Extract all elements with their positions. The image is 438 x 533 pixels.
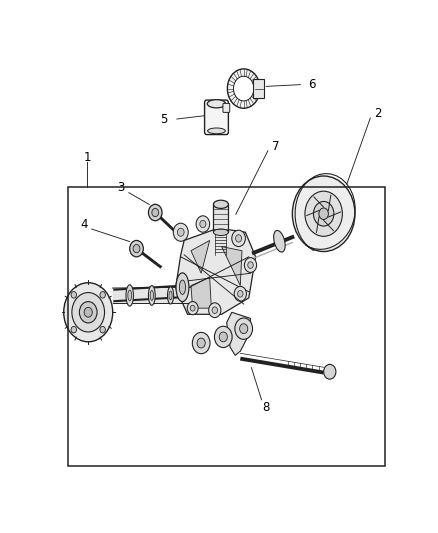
Text: 1: 1 bbox=[83, 151, 91, 164]
Circle shape bbox=[313, 201, 333, 226]
Circle shape bbox=[231, 230, 245, 247]
Text: 2: 2 bbox=[374, 107, 381, 120]
Circle shape bbox=[233, 286, 246, 301]
Text: 4: 4 bbox=[80, 219, 87, 231]
Ellipse shape bbox=[213, 200, 228, 208]
Circle shape bbox=[304, 191, 342, 236]
Circle shape bbox=[212, 307, 217, 313]
Ellipse shape bbox=[169, 291, 172, 300]
FancyBboxPatch shape bbox=[223, 103, 229, 112]
Circle shape bbox=[100, 292, 105, 298]
Circle shape bbox=[187, 302, 198, 314]
Polygon shape bbox=[226, 312, 250, 356]
Circle shape bbox=[208, 303, 220, 318]
Circle shape bbox=[72, 293, 104, 332]
Circle shape bbox=[239, 324, 247, 334]
Ellipse shape bbox=[213, 229, 228, 236]
Circle shape bbox=[199, 220, 205, 228]
Circle shape bbox=[177, 228, 184, 236]
Ellipse shape bbox=[207, 128, 225, 134]
Circle shape bbox=[192, 333, 209, 354]
Circle shape bbox=[244, 257, 256, 272]
Text: 3: 3 bbox=[117, 181, 125, 193]
Circle shape bbox=[292, 176, 354, 252]
Ellipse shape bbox=[150, 290, 153, 301]
Circle shape bbox=[219, 332, 227, 342]
Circle shape bbox=[237, 290, 243, 297]
Polygon shape bbox=[191, 277, 211, 308]
Polygon shape bbox=[191, 240, 209, 273]
Circle shape bbox=[79, 302, 97, 323]
Circle shape bbox=[235, 235, 241, 242]
Circle shape bbox=[233, 76, 253, 101]
Circle shape bbox=[130, 240, 143, 257]
Circle shape bbox=[148, 204, 162, 221]
Circle shape bbox=[214, 326, 232, 348]
Text: 7: 7 bbox=[272, 140, 279, 152]
Ellipse shape bbox=[179, 280, 185, 294]
FancyBboxPatch shape bbox=[253, 79, 264, 99]
Circle shape bbox=[133, 245, 140, 253]
Text: 6: 6 bbox=[307, 78, 315, 91]
Bar bbox=[213, 204, 228, 232]
Circle shape bbox=[196, 216, 209, 232]
Circle shape bbox=[197, 338, 205, 348]
Ellipse shape bbox=[126, 285, 133, 306]
Circle shape bbox=[247, 262, 253, 269]
Circle shape bbox=[71, 326, 76, 333]
Ellipse shape bbox=[148, 286, 155, 305]
Ellipse shape bbox=[273, 230, 285, 252]
Circle shape bbox=[100, 326, 105, 333]
Circle shape bbox=[64, 282, 113, 342]
Circle shape bbox=[234, 318, 252, 340]
Circle shape bbox=[152, 208, 158, 216]
Circle shape bbox=[227, 69, 259, 108]
Text: 5: 5 bbox=[160, 113, 167, 126]
Polygon shape bbox=[221, 247, 241, 286]
Circle shape bbox=[318, 208, 328, 220]
Circle shape bbox=[84, 308, 92, 317]
Circle shape bbox=[190, 305, 194, 311]
Polygon shape bbox=[175, 228, 255, 314]
Circle shape bbox=[323, 365, 335, 379]
FancyBboxPatch shape bbox=[204, 100, 228, 134]
Bar bbox=[68, 187, 384, 466]
Ellipse shape bbox=[176, 273, 188, 302]
Circle shape bbox=[71, 292, 76, 298]
Circle shape bbox=[173, 223, 188, 241]
Text: 8: 8 bbox=[261, 401, 269, 414]
Ellipse shape bbox=[127, 290, 131, 301]
Ellipse shape bbox=[207, 100, 225, 108]
Ellipse shape bbox=[167, 287, 173, 304]
